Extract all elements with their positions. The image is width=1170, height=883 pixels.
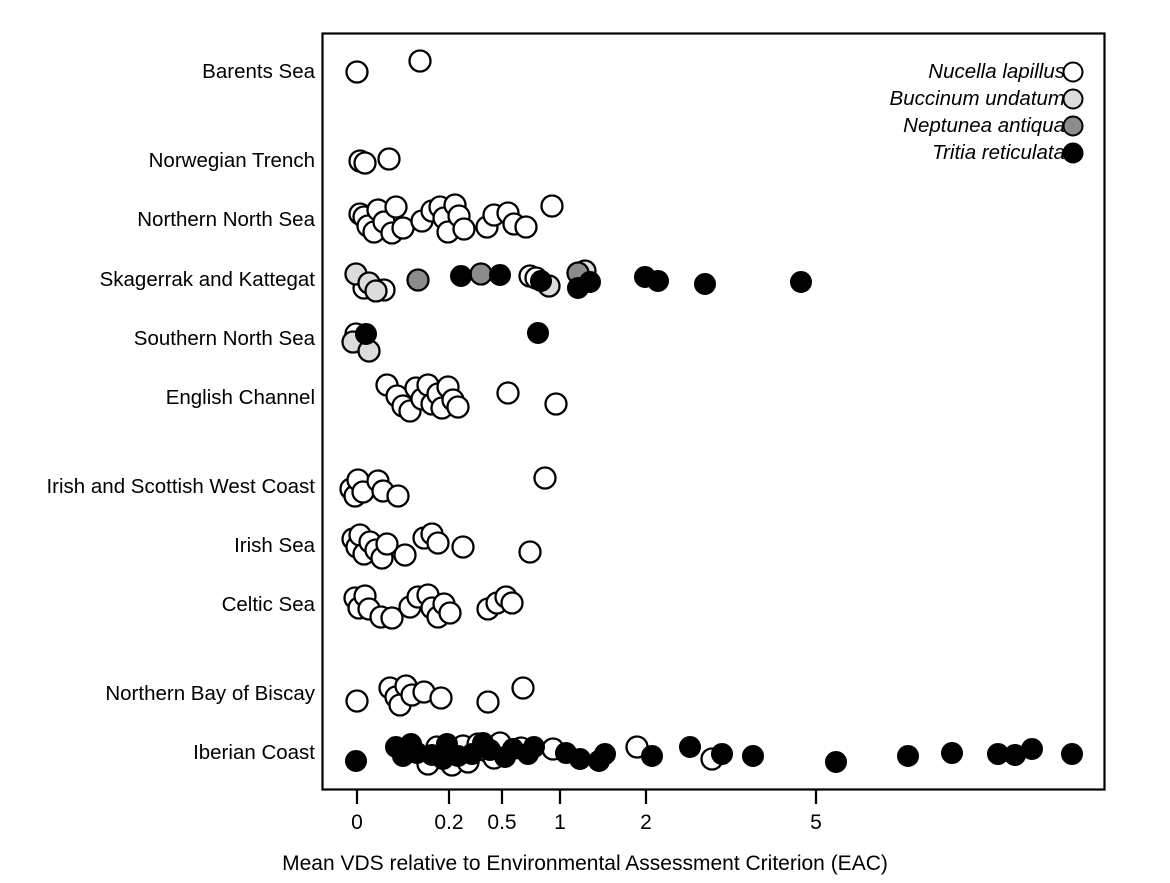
x-axis-tick-label: 5	[810, 811, 822, 834]
y-axis-category-label: Northern North Sea	[137, 207, 315, 231]
data-point-marker	[345, 689, 369, 713]
data-point-marker	[527, 322, 549, 344]
legend-marker	[1062, 61, 1084, 83]
legend-label: Tritia reticulata	[932, 140, 1065, 164]
data-point-marker	[579, 271, 601, 293]
data-point-marker	[514, 215, 538, 239]
data-point-marker	[489, 264, 511, 286]
x-axis-tick-marks	[355, 790, 818, 804]
data-points-layer	[339, 49, 1083, 777]
data-point-marker	[533, 466, 557, 490]
data-point-marker	[694, 273, 716, 295]
data-point-marker	[496, 381, 520, 405]
data-point-marker	[438, 601, 462, 625]
legend-marker	[1062, 142, 1084, 164]
data-point-marker	[408, 49, 432, 73]
x-axis-tick-label: 0	[351, 811, 363, 834]
data-point-marker	[375, 532, 399, 556]
data-point-marker	[540, 194, 564, 218]
x-axis-tick-label: 0.5	[487, 811, 517, 834]
legend-label: Nucella lapillus	[928, 59, 1065, 83]
data-point-marker	[569, 748, 591, 770]
data-point-marker	[897, 745, 919, 767]
legend-marker	[1062, 88, 1084, 110]
data-point-marker	[386, 484, 410, 508]
data-point-marker	[452, 217, 476, 241]
data-point-marker	[790, 271, 812, 293]
data-point-marker	[742, 745, 764, 767]
y-axis-category-label: Iberian Coast	[193, 740, 315, 764]
data-point-marker	[530, 270, 552, 292]
data-point-marker	[384, 195, 408, 219]
legend-marker	[1062, 115, 1084, 137]
data-point-marker	[429, 686, 453, 710]
data-point-marker	[679, 736, 701, 758]
data-point-marker	[711, 743, 733, 765]
x-axis-tick-label: 2	[640, 811, 652, 834]
data-point-marker	[647, 270, 669, 292]
data-point-marker	[476, 690, 500, 714]
data-point-marker	[523, 736, 545, 758]
data-point-marker	[941, 742, 963, 764]
data-point-marker	[380, 606, 404, 630]
x-axis-tick-label: 0.2	[434, 811, 464, 834]
data-point-marker	[446, 395, 470, 419]
data-point-marker	[518, 540, 542, 564]
data-point-marker	[451, 535, 475, 559]
data-point-marker	[426, 531, 450, 555]
data-point-marker	[469, 262, 493, 286]
y-axis-category-label: Celtic Sea	[221, 592, 315, 616]
data-point-marker	[825, 751, 847, 773]
data-point-marker	[641, 745, 663, 767]
x-axis-title: Mean VDS relative to Environmental Asses…	[282, 852, 888, 875]
y-axis-category-label: Skagerrak and Kattegat	[99, 267, 315, 291]
data-point-marker	[353, 151, 377, 175]
legend-label: Buccinum undatum	[889, 86, 1065, 110]
data-point-marker	[377, 147, 401, 171]
data-point-marker	[406, 268, 430, 292]
data-point-marker	[345, 750, 367, 772]
data-point-marker	[594, 743, 616, 765]
data-point-marker	[450, 265, 472, 287]
data-point-marker	[1061, 743, 1083, 765]
data-point-marker	[345, 60, 369, 84]
data-point-marker	[393, 543, 417, 567]
y-axis-category-label: Southern North Sea	[133, 326, 315, 350]
data-point-marker	[391, 216, 415, 240]
data-point-marker	[364, 279, 388, 303]
data-point-marker	[500, 591, 524, 615]
y-axis-category-label: Norwegian Trench	[148, 148, 315, 172]
data-point-marker	[511, 676, 535, 700]
data-point-marker	[355, 323, 377, 345]
x-axis-tick-label: 1	[554, 811, 566, 834]
data-point-marker	[544, 392, 568, 416]
y-axis-category-label: Barents Sea	[202, 59, 315, 83]
legend-label: Neptunea antiqua	[903, 113, 1065, 137]
y-axis-category-label: Irish and Scottish West Coast	[46, 474, 315, 498]
data-point-marker	[1021, 738, 1043, 760]
y-axis-category-label: Irish Sea	[234, 533, 315, 557]
y-axis-category-label: English Channel	[165, 385, 315, 409]
y-axis-category-label: Northern Bay of Biscay	[105, 681, 315, 705]
